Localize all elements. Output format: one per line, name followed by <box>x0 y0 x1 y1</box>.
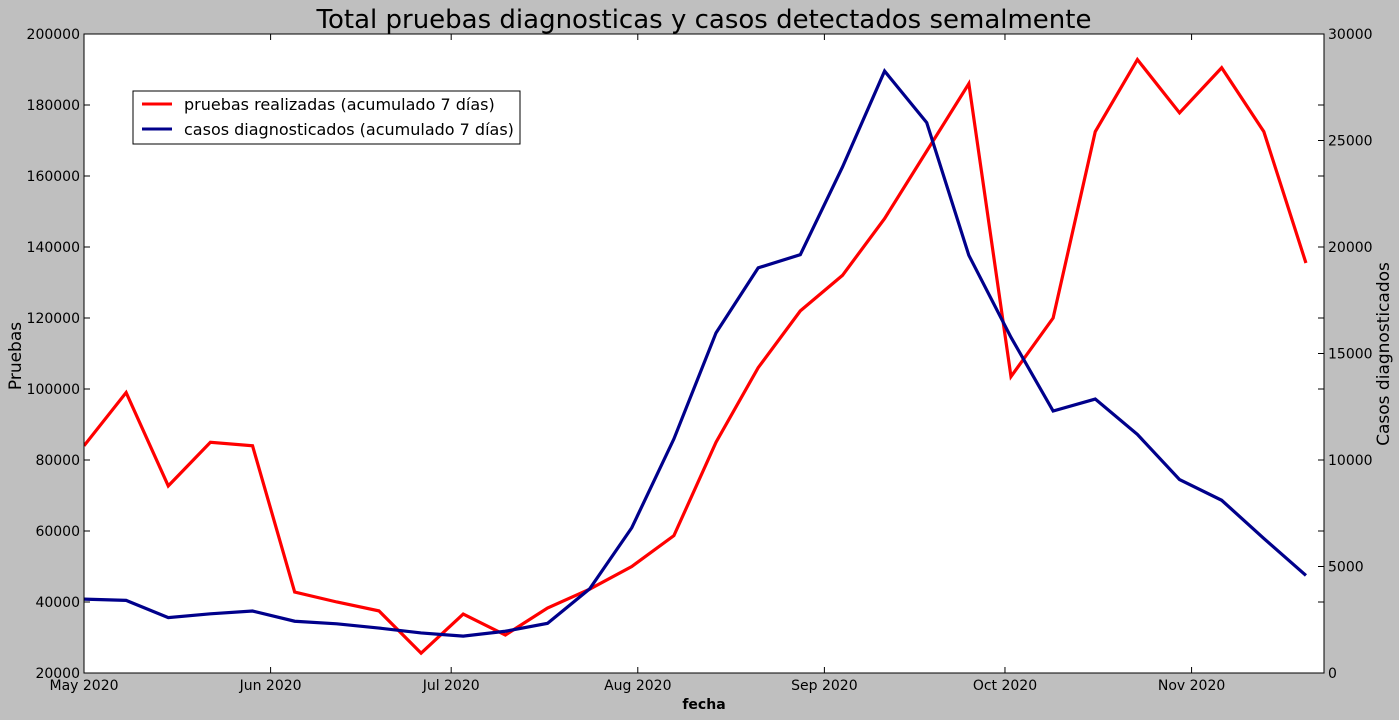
legend-label-pruebas: pruebas realizadas (acumulado 7 días) <box>184 95 495 114</box>
x-axis-ticks: May 2020 Jun 2020 Jul 2020 Aug 2020 Sep 2020… <box>49 34 1225 694</box>
right-tick-label: 5000 <box>1328 560 1364 576</box>
right-axis-label: Casos diagnosticados <box>1374 262 1394 446</box>
left-tick-label: 160000 <box>27 169 80 185</box>
x-tick-label: Jun 2020 <box>239 678 302 694</box>
left-axis-ticks: 20000 40000 60000 80000 100000 120000 140000 16… <box>27 27 1324 682</box>
legend-label-casos: casos diagnosticados (acumulado 7 días) <box>184 120 514 139</box>
left-axis-label: Pruebas <box>6 322 26 390</box>
left-tick-label: 20000 <box>35 666 80 682</box>
series-line-casos <box>84 68 1307 638</box>
right-tick-label: 10000 <box>1328 453 1373 469</box>
right-tick-label: 15000 <box>1328 347 1373 363</box>
left-tick-label: 200000 <box>27 27 80 43</box>
right-tick-label: 20000 <box>1328 240 1373 256</box>
legend: pruebas realizadas (acumulado 7 días) ca… <box>132 90 521 145</box>
legend-box <box>132 90 521 145</box>
right-tick-label: 30000 <box>1328 27 1373 43</box>
plot-frame <box>83 33 1325 674</box>
series-lines <box>84 56 1308 656</box>
chart-title: Total pruebas diagnosticas y casos detec… <box>316 5 1092 35</box>
left-tick-label: 180000 <box>27 98 80 114</box>
left-tick-label: 60000 <box>35 524 80 540</box>
x-axis-label: fecha <box>682 697 725 713</box>
x-tick-label: Aug 2020 <box>604 678 671 694</box>
right-axis-ticks: 0 5000 10000 15000 20000 25000 30000 <box>1318 27 1373 682</box>
x-tick-label: Nov 2020 <box>1158 678 1225 694</box>
left-tick-label: 40000 <box>35 595 80 611</box>
left-tick-label: 100000 <box>27 382 80 398</box>
series-line-pruebas <box>84 56 1308 656</box>
x-tick-label: Oct 2020 <box>973 678 1037 694</box>
right-tick-label: 0 <box>1328 666 1337 682</box>
left-tick-label: 140000 <box>27 240 80 256</box>
x-tick-label: May 2020 <box>49 678 118 694</box>
right-tick-label: 25000 <box>1328 134 1373 150</box>
x-tick-label: Sep 2020 <box>791 678 857 694</box>
left-tick-label: 80000 <box>35 453 80 469</box>
left-tick-label: 120000 <box>27 311 80 327</box>
x-tick-label: Jul 2020 <box>422 678 480 694</box>
